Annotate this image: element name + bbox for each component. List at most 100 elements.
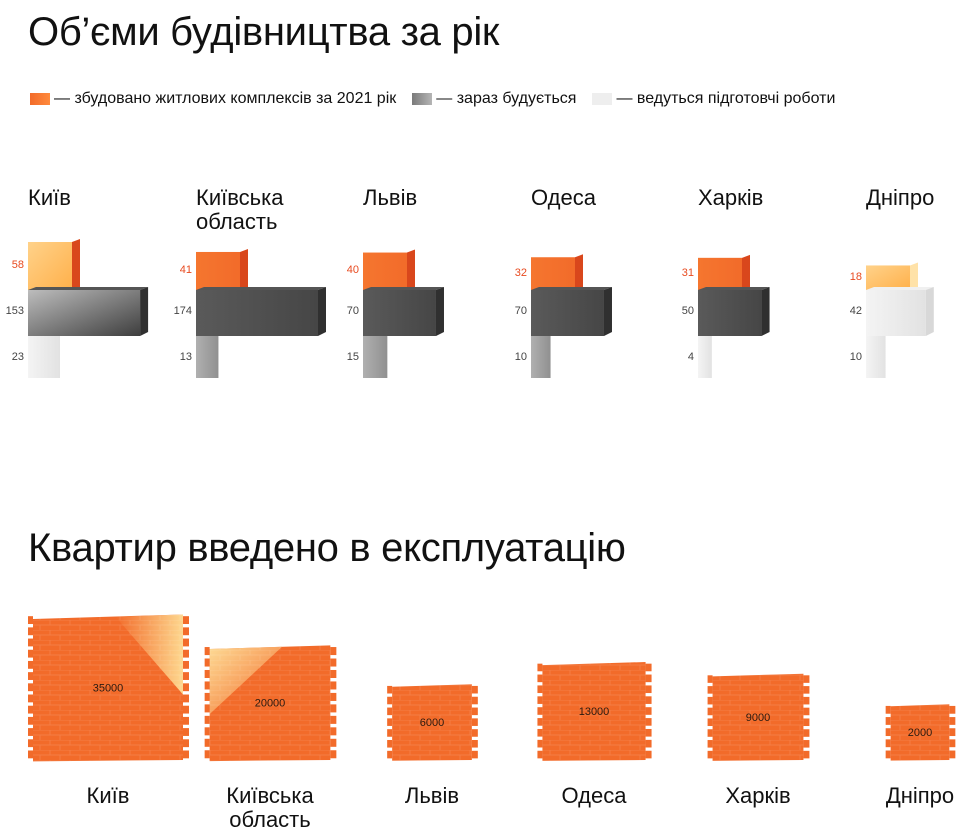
wall-tooth-right-5-3 — [949, 739, 956, 748]
bar-preparatory-5 — [866, 336, 886, 378]
wall-tooth-right-1-6 — [330, 715, 337, 724]
wall-0: 35000 — [28, 614, 189, 762]
wall-tooth-left-4-3 — [707, 707, 713, 716]
wall-tooth-right-1-8 — [330, 738, 337, 747]
wall-tooth-left-2-2 — [387, 707, 393, 716]
wall-tooth-right-2-2 — [471, 707, 478, 716]
legend-swatch-preparatory — [592, 93, 613, 105]
wall-tooth-left-5-3 — [885, 739, 891, 748]
value-preparatory-3: 10 — [514, 351, 527, 363]
wall-tooth-right-1-2 — [330, 669, 337, 679]
wall-tooth-left-1-0 — [204, 647, 210, 656]
wall-label-0: Київ — [86, 783, 130, 808]
wall-value-3: 13000 — [579, 706, 610, 718]
wall-tooth-right-4-0 — [803, 675, 810, 683]
bar-under-construction-side-4 — [761, 287, 770, 336]
bar-built-side-3 — [575, 254, 583, 290]
wall-tooth-left-0-12 — [28, 750, 33, 759]
wall-tooth-right-3-8 — [645, 750, 652, 759]
bar-built-1 — [196, 251, 240, 290]
bar-under-construction-top-4 — [698, 287, 770, 290]
bar-preparatory-0 — [28, 336, 60, 378]
wall-tooth-left-0-4 — [28, 660, 33, 669]
wall-tooth-right-0-4 — [183, 660, 189, 669]
wall-tooth-right-5-1 — [949, 717, 956, 725]
bar-under-construction-5 — [866, 290, 926, 336]
wall-value-4: 9000 — [746, 712, 770, 724]
bar-built-4 — [698, 257, 742, 290]
wall-value-5: 2000 — [908, 727, 932, 739]
wall-tooth-left-1-1 — [204, 658, 210, 667]
wall-bricks-1 — [209, 645, 331, 762]
wall-tooth-right-1-7 — [330, 727, 337, 736]
wall-tooth-left-1-8 — [204, 738, 210, 747]
value-under-construction-4: 50 — [681, 305, 694, 317]
wall-tooth-left-1-9 — [204, 750, 210, 759]
wall-bricks-5 — [890, 704, 950, 761]
section2-title: Квартир введено в експлуатацію — [28, 526, 626, 570]
wall-tooth-right-3-5 — [645, 718, 652, 726]
wall-tooth-right-4-7 — [803, 750, 810, 759]
wall-value-1: 20000 — [255, 698, 286, 710]
wall-tooth-left-1-2 — [204, 669, 210, 679]
wall-bricks-3 — [542, 662, 646, 761]
wall-tooth-left-0-0 — [28, 616, 33, 625]
value-built-3: 32 — [514, 266, 527, 279]
wall-tooth-right-4-4 — [803, 718, 810, 727]
wall-tooth-right-0-5 — [183, 672, 189, 680]
bar-built-side-0 — [72, 239, 80, 290]
wall-bricks-2 — [392, 684, 472, 761]
wall-tooth-right-2-5 — [471, 739, 478, 748]
wall-1: 20000 — [204, 645, 337, 762]
wall-tooth-right-2-4 — [471, 729, 478, 737]
wall-tooth-right-1-4 — [330, 692, 337, 701]
bar-under-construction-side-0 — [140, 287, 149, 336]
wall-tooth-right-2-1 — [471, 696, 478, 705]
legend-label-under-construction: — зараз будується — [436, 90, 577, 107]
bar-under-construction-side-5 — [925, 287, 934, 336]
wall-5: 2000 — [885, 704, 956, 761]
wall-label-4: Харків — [725, 783, 791, 808]
wall-tooth-left-0-7 — [28, 694, 33, 703]
bar-under-construction-top-1 — [196, 287, 326, 290]
city-label-3: Одеса — [531, 185, 596, 210]
legend-label-preparatory: — ведуться підготовчі роботи — [616, 90, 836, 107]
wall-label-3: Одеса — [561, 783, 627, 808]
wall-tooth-left-4-6 — [707, 740, 713, 748]
bar-under-construction-top-3 — [531, 287, 612, 290]
wall-tooth-right-4-6 — [803, 740, 810, 748]
value-under-construction-2: 70 — [346, 305, 359, 317]
wall-tooth-left-3-4 — [537, 707, 543, 715]
wall-tooth-left-4-2 — [707, 696, 713, 705]
value-preparatory-4: 4 — [687, 351, 694, 363]
city-label-4: Харків — [698, 185, 764, 210]
wall-tooth-left-2-1 — [387, 696, 393, 705]
value-preparatory-2: 15 — [346, 351, 359, 363]
wall-tooth-left-3-0 — [537, 663, 543, 672]
wall-tooth-left-2-0 — [387, 685, 393, 694]
wall-tooth-right-1-3 — [330, 681, 337, 690]
value-preparatory-1: 13 — [179, 351, 192, 363]
wall-tooth-right-4-5 — [803, 729, 810, 737]
wall-tooth-right-0-6 — [183, 683, 189, 692]
wall-tooth-left-2-4 — [387, 729, 393, 737]
wall-tooth-left-3-3 — [537, 696, 543, 704]
value-under-construction-5: 42 — [849, 305, 862, 317]
chart-title: Об’єми будівництва за рік — [28, 10, 500, 54]
wall-tooth-right-5-2 — [949, 728, 956, 737]
wall-tooth-right-3-2 — [645, 685, 652, 694]
wall-tooth-right-1-9 — [330, 750, 337, 759]
value-under-construction-1: 174 — [173, 305, 192, 317]
bar-preparatory-4 — [698, 336, 712, 378]
wall-tooth-left-0-5 — [28, 672, 33, 680]
bar-under-construction-1 — [196, 290, 318, 336]
bar-under-construction-top-2 — [363, 287, 444, 290]
bar-built-0 — [28, 242, 72, 290]
wall-tooth-left-2-6 — [387, 750, 393, 759]
wall-tooth-left-3-6 — [537, 728, 543, 737]
wall-tooth-left-0-8 — [28, 705, 33, 714]
value-built-5: 18 — [849, 270, 862, 283]
bar-under-construction-3 — [531, 290, 604, 336]
city-label-1: Київська область — [196, 185, 284, 234]
